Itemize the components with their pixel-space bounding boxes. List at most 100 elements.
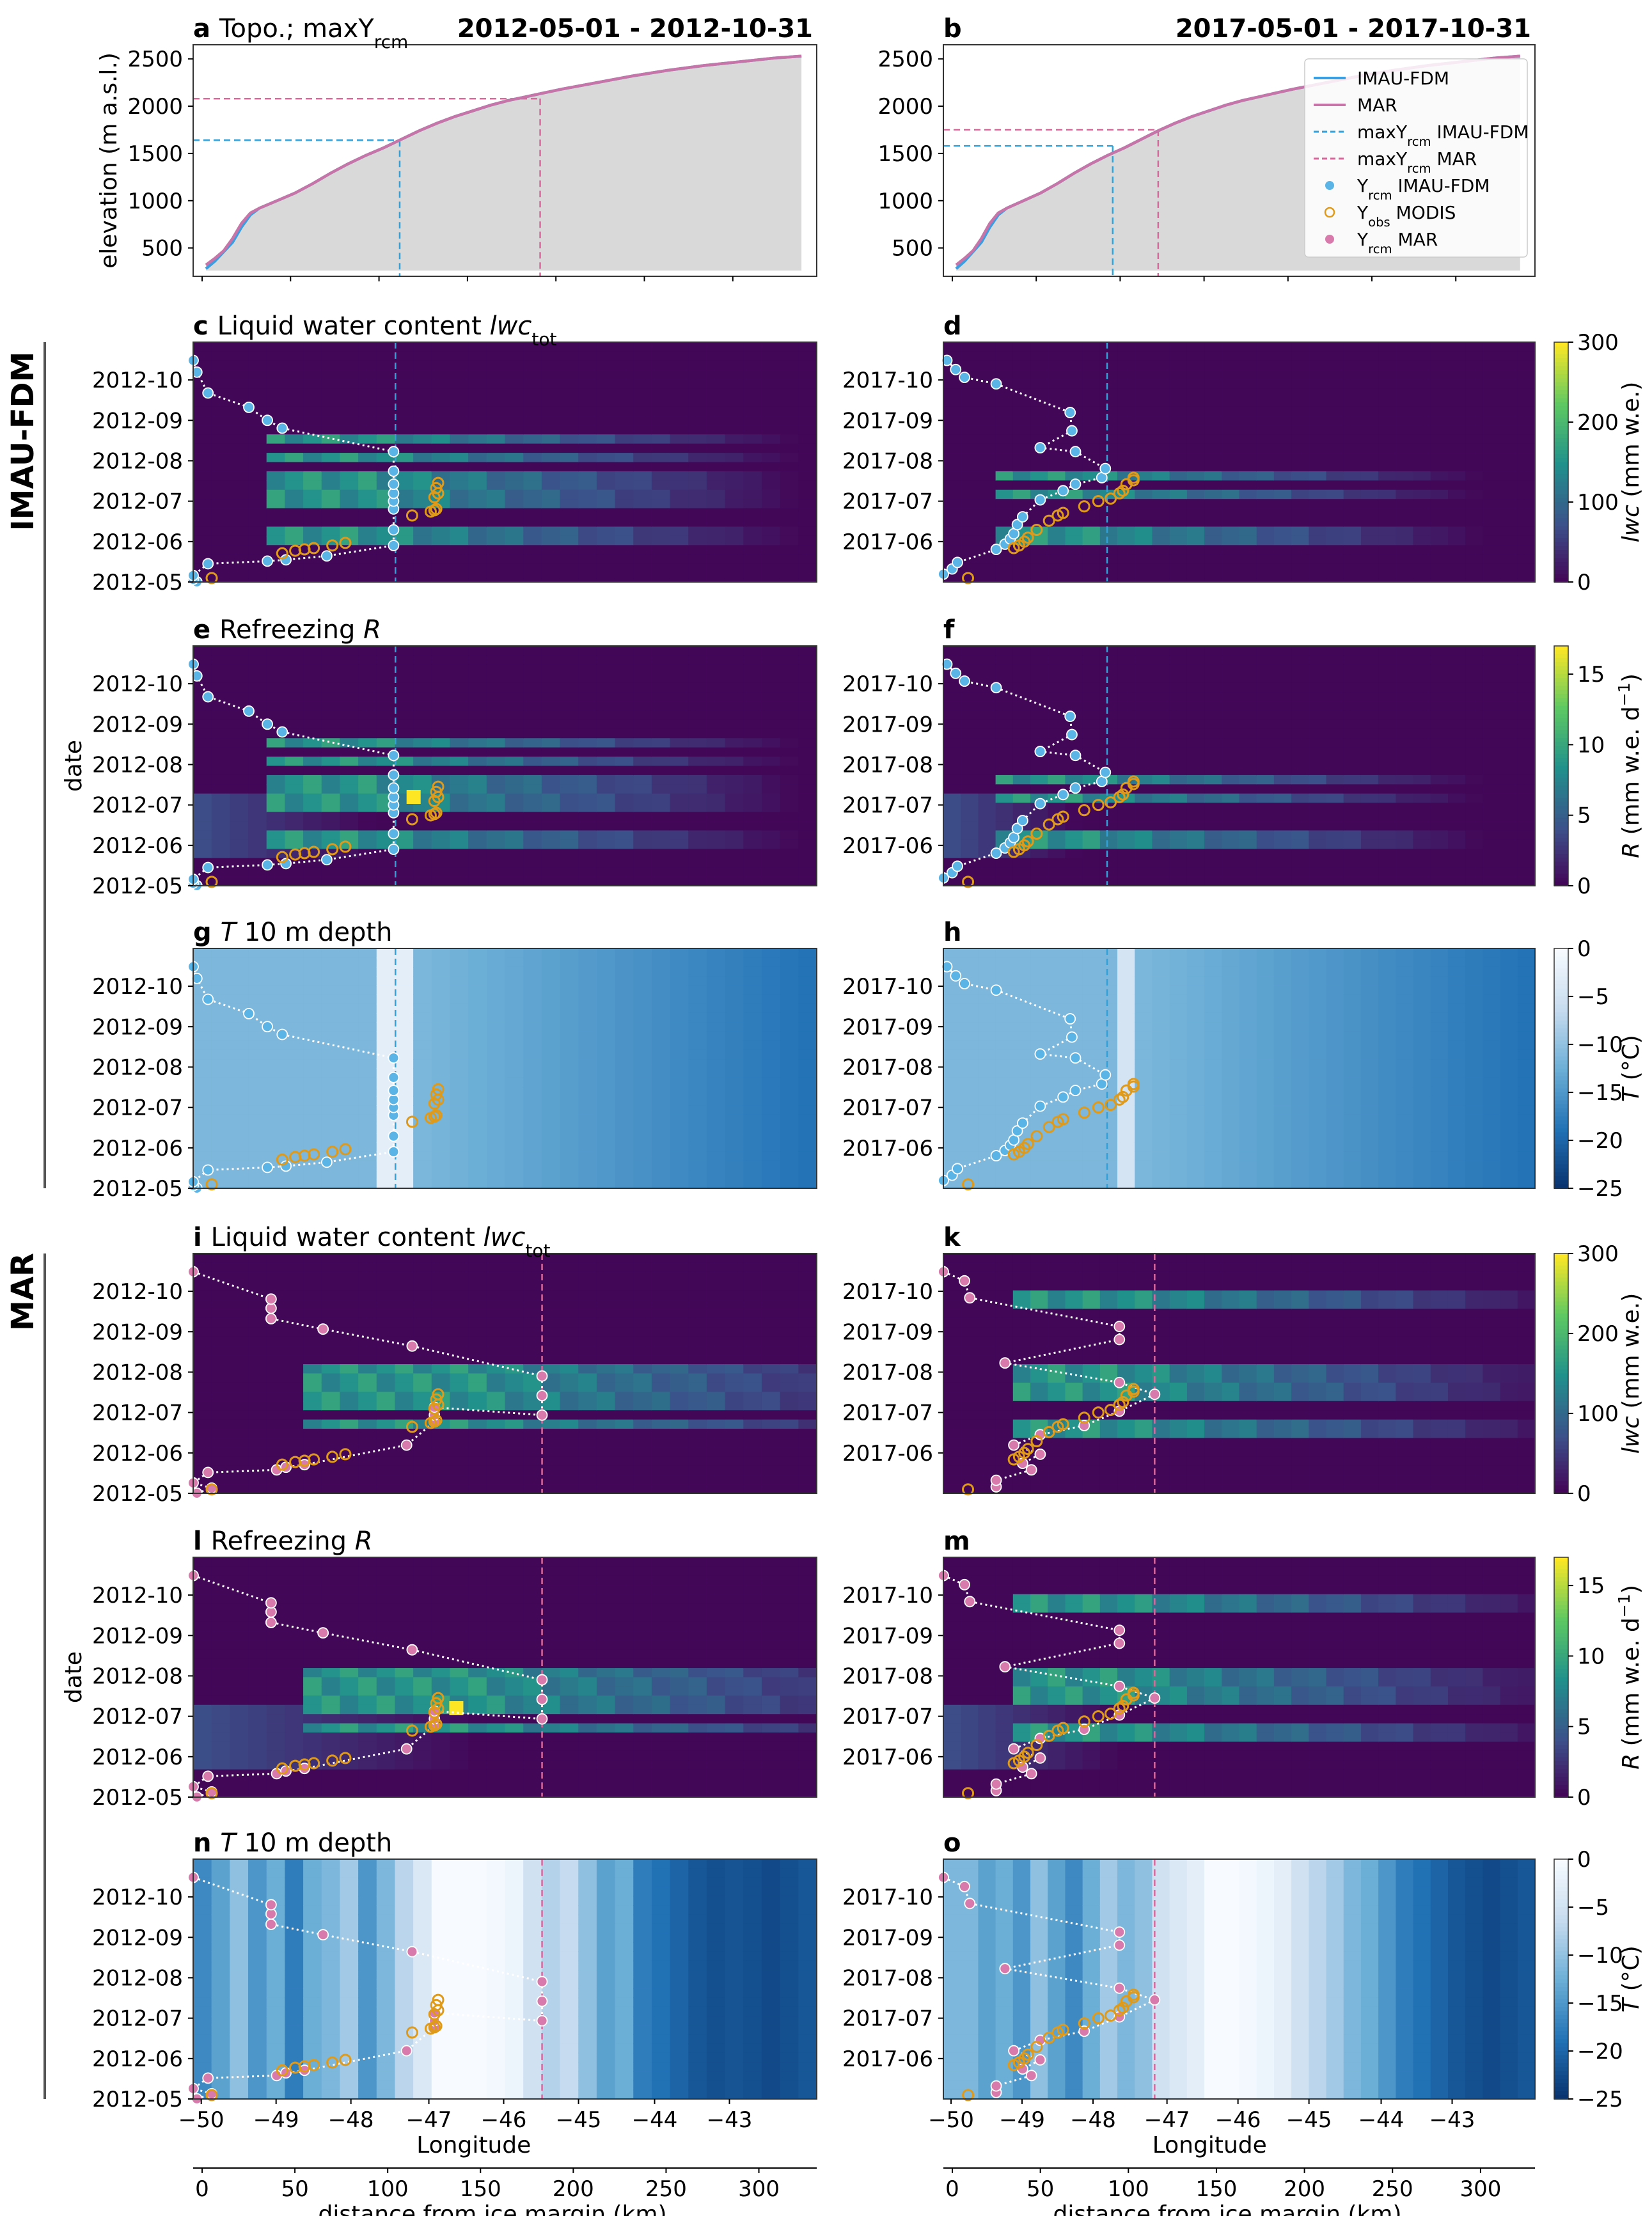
heatmap-cell — [358, 793, 377, 803]
heatmap-cell — [505, 563, 524, 574]
heatmap-cell — [468, 370, 487, 380]
heatmap-cell — [961, 499, 979, 509]
heatmap-cell — [505, 710, 524, 721]
heatmap-cell — [943, 526, 962, 537]
heatmap-cell — [780, 1059, 799, 1069]
heatmap-cell — [798, 673, 817, 684]
heatmap-cell — [468, 397, 487, 407]
heatmap-cell — [1396, 554, 1414, 564]
yobs-point — [1117, 788, 1129, 801]
y-tick-label: 2012-05 — [92, 1176, 183, 1202]
heatmap-cell — [376, 957, 396, 968]
heatmap-cell — [541, 1096, 561, 1106]
heatmap-cell — [211, 351, 231, 361]
colorbar-tick-label: 15 — [1577, 662, 1605, 688]
colorbar-cell — [1554, 702, 1568, 707]
colorbar-cell — [1554, 838, 1568, 843]
heatmap-cell — [1483, 563, 1501, 574]
heatmap-cell — [303, 416, 322, 426]
heatmap-cell — [211, 821, 231, 831]
heatmap-cell — [486, 812, 506, 822]
heatmap-cell — [1360, 572, 1379, 583]
heatmap-cell — [1465, 692, 1484, 702]
heatmap-cell — [1447, 416, 1466, 426]
heatmap-cell — [688, 682, 707, 693]
heatmap-cell — [486, 692, 506, 702]
heatmap-cell — [1326, 738, 1344, 748]
heatmap-cell — [1082, 664, 1101, 675]
heatmap-cell — [230, 425, 249, 436]
heatmap-cell — [1256, 719, 1275, 730]
heatmap-cell — [468, 738, 487, 748]
heatmap-cell — [978, 966, 996, 977]
heatmap-cell — [395, 535, 414, 546]
heatmap-cell — [961, 471, 979, 482]
heatmap-cell — [395, 416, 414, 426]
heatmap-cell — [995, 425, 1014, 436]
heatmap-cell — [1256, 655, 1275, 665]
heatmap-cell — [961, 757, 979, 767]
heatmap-cell — [193, 1096, 212, 1106]
heatmap-cell — [761, 572, 781, 583]
heatmap-cell — [1396, 803, 1414, 813]
heatmap-cell — [725, 1059, 744, 1069]
title-part: MODIS — [1390, 202, 1456, 223]
heatmap-cell — [248, 655, 267, 665]
heatmap-cell — [978, 434, 996, 444]
heatmap-cell — [1082, 342, 1101, 352]
heatmap-cell — [560, 849, 579, 859]
heatmap-cell — [1430, 370, 1449, 380]
heatmap-cell — [560, 351, 579, 361]
heatmap-cell — [1500, 664, 1518, 675]
heatmap-cell — [303, 948, 322, 959]
heatmap-cell — [578, 1012, 597, 1023]
heatmap-cell — [670, 985, 689, 995]
y-tick-label: 1500 — [127, 141, 183, 167]
heatmap-cell — [505, 793, 524, 803]
heatmap-cell — [651, 526, 671, 537]
heatmap-cell — [725, 508, 744, 518]
yrcm-point — [990, 847, 1002, 859]
heatmap-cell — [1273, 664, 1292, 675]
heatmap-cell — [505, 1133, 524, 1143]
heatmap-cell — [468, 774, 487, 785]
title-part: g — [193, 918, 221, 947]
heatmap-cell — [450, 499, 469, 509]
heatmap-cell — [943, 443, 962, 453]
heatmap-cell — [193, 784, 212, 794]
heatmap-cell — [1378, 406, 1397, 417]
heatmap-cell — [1447, 425, 1466, 436]
heatmap-cell — [615, 1041, 634, 1051]
heatmap-cell — [303, 1160, 322, 1170]
heatmap-cell — [1360, 517, 1379, 528]
heatmap-cell — [486, 664, 506, 675]
heatmap-cell — [1326, 508, 1344, 518]
heatmap-cell — [468, 1133, 487, 1143]
heatmap-cell — [596, 957, 616, 968]
heatmap-cell — [1291, 784, 1310, 794]
heatmap-cell — [523, 342, 542, 352]
heatmap-cell — [1309, 692, 1327, 702]
heatmap-cell — [995, 803, 1014, 813]
colorbar-cell — [1554, 657, 1568, 663]
heatmap-cell — [743, 535, 762, 546]
heatmap-cell — [1430, 443, 1449, 453]
heatmap-cell — [1239, 360, 1257, 371]
heatmap-cell — [1256, 351, 1275, 361]
heatmap-cell — [1291, 757, 1310, 767]
heatmap-cell — [1413, 766, 1431, 776]
heatmap-cell — [798, 692, 817, 702]
colorbar-cell — [1554, 570, 1568, 575]
heatmap-cell — [1222, 766, 1240, 776]
heatmap-cell — [725, 388, 744, 398]
heatmap-cell — [193, 1049, 212, 1060]
heatmap-cell — [523, 535, 542, 546]
heatmap-cell — [615, 1049, 634, 1060]
heatmap-cell — [1222, 535, 1240, 546]
heatmap-cell — [761, 692, 781, 702]
heatmap-cell — [1030, 397, 1049, 407]
heatmap-cell — [266, 757, 286, 767]
heatmap-cell — [340, 673, 359, 684]
heatmap-cell — [1186, 360, 1205, 371]
heatmap-cell — [1117, 370, 1136, 380]
